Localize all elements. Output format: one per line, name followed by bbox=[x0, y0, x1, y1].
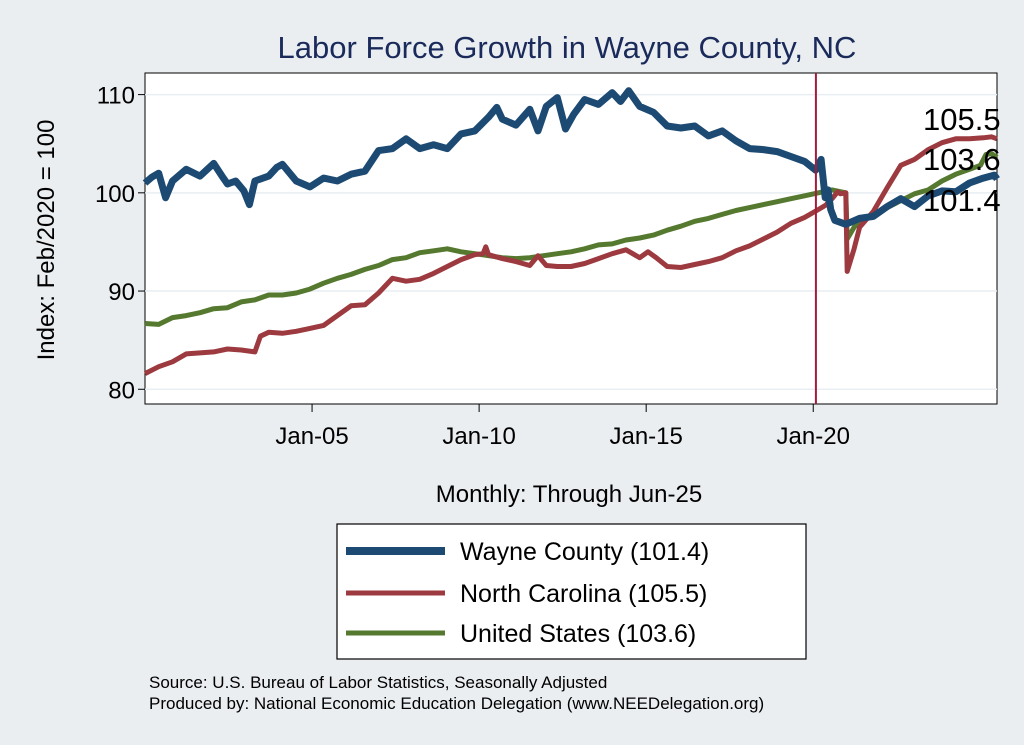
legend: Wayne County (101.4) North Carolina (105… bbox=[336, 523, 807, 660]
x-axis-label: Monthly: Through Jun-25 bbox=[436, 481, 702, 508]
x-axis-ticks: Jan-05 Jan-10 Jan-15 Jan-20 bbox=[275, 404, 850, 450]
x-tick-label: Jan-05 bbox=[275, 423, 348, 450]
x-tick-label: Jan-15 bbox=[609, 423, 682, 450]
end-labels: 105.5 103.6 101.4 bbox=[923, 102, 1001, 218]
y-axis-label: Index: Feb/2020 = 100 bbox=[33, 120, 60, 361]
end-label-united-states: 103.6 bbox=[923, 142, 1001, 177]
y-tick-label: 80 bbox=[108, 377, 135, 404]
y-tick-label: 110 bbox=[97, 83, 135, 110]
series-lines bbox=[142, 87, 1000, 376]
end-label-wayne-county: 101.4 bbox=[923, 183, 1001, 218]
y-axis-ticks: 80 90 100 110 bbox=[95, 83, 145, 404]
x-tick-label: Jan-10 bbox=[442, 423, 515, 450]
source-note: Source: U.S. Bureau of Labor Statistics,… bbox=[149, 673, 607, 692]
legend-label-united-states: United States (103.6) bbox=[460, 620, 696, 648]
grid-lines bbox=[145, 93, 997, 391]
series-line-north-carolina bbox=[143, 134, 998, 376]
legend-label-wayne: Wayne County (101.4) bbox=[460, 538, 709, 566]
legend-label-north-carolina: North Carolina (105.5) bbox=[460, 580, 707, 608]
produced-by-note: Produced by: National Economic Education… bbox=[149, 694, 764, 713]
x-tick-label: Jan-20 bbox=[777, 423, 850, 450]
y-tick-label: 90 bbox=[108, 279, 135, 306]
end-label-north-carolina: 105.5 bbox=[923, 102, 1001, 137]
y-tick-label: 100 bbox=[95, 181, 135, 208]
series-line-wayne-county bbox=[142, 87, 1000, 228]
chart-title: Labor Force Growth in Wayne County, NC bbox=[278, 30, 857, 65]
